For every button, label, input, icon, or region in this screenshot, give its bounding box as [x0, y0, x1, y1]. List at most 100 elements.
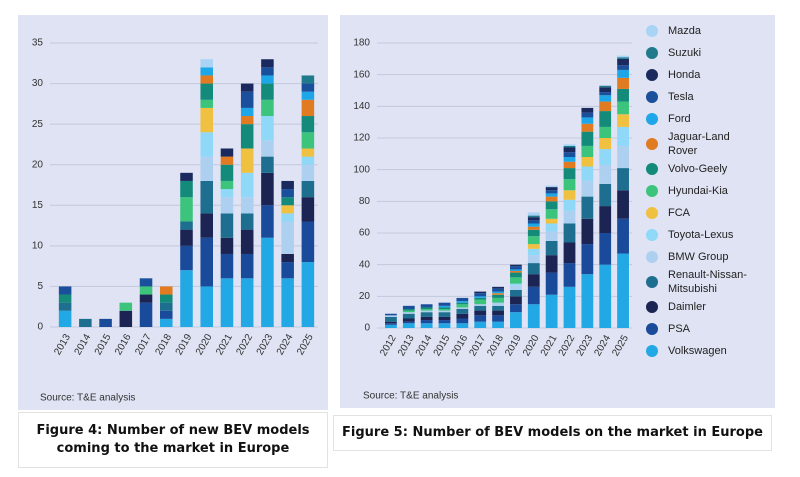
bar-segment	[599, 264, 612, 328]
bar-segment	[492, 305, 504, 311]
y-tick-label: 0	[364, 323, 370, 334]
legend-swatch	[646, 323, 658, 335]
legend-label: Volkswagen	[668, 345, 727, 357]
legend-label: Volvo-Geely	[668, 163, 728, 175]
bar-segment	[240, 253, 254, 279]
bar-segment	[240, 197, 254, 214]
bar-segment	[545, 294, 558, 328]
legend-swatch	[646, 163, 658, 175]
legend-label: Jaguar-Land Rover	[668, 131, 730, 157]
bar-segment	[474, 305, 487, 311]
bar-segment	[200, 156, 214, 181]
bar-segment	[261, 67, 274, 76]
bar-segment	[200, 237, 214, 287]
legend-label: Daimler	[668, 301, 706, 313]
bar-segment	[200, 83, 214, 100]
bar-segment	[301, 156, 315, 165]
panel	[18, 15, 328, 410]
bar-segment	[617, 114, 629, 127]
legend-label: Mazda	[668, 25, 702, 37]
y-tick-label: 5	[37, 281, 43, 292]
bar-segment	[180, 245, 193, 271]
bar-segment	[474, 299, 487, 305]
legend-swatch	[646, 276, 658, 288]
bar-segment	[617, 77, 629, 89]
bar-segment	[159, 318, 173, 327]
legend-swatch	[646, 113, 658, 125]
bar-segment	[301, 83, 315, 92]
caption: Figure 4: Number of new BEV models comin…	[18, 412, 328, 468]
bar-segment	[402, 305, 415, 309]
bar-segment	[545, 209, 558, 219]
bar-segment	[438, 302, 451, 306]
bar-segment	[456, 309, 469, 314]
bar-segment	[438, 307, 451, 309]
bar-segment	[563, 263, 576, 287]
bar-segment	[456, 302, 469, 305]
bar-segment	[510, 266, 522, 270]
legend-swatch	[646, 185, 658, 197]
bar-segment	[200, 99, 214, 108]
bar-segment	[240, 278, 254, 327]
bar-segment	[281, 197, 294, 206]
bar-segment	[281, 278, 294, 327]
legend-swatch	[646, 138, 658, 150]
bar-segment	[563, 147, 576, 153]
bar-segment	[510, 285, 522, 290]
bar-segment	[420, 323, 433, 328]
bar-segment	[281, 189, 294, 198]
bar-segment	[527, 215, 540, 218]
bar-segment	[402, 313, 415, 319]
legend-swatch	[646, 69, 658, 81]
bar-segment	[563, 179, 576, 191]
bar-segment	[139, 302, 153, 327]
caption: Figure 5: Number of BEV models on the ma…	[333, 415, 772, 451]
bar-segment	[301, 164, 315, 181]
bar-segment	[510, 264, 522, 267]
bar-segment	[402, 318, 415, 322]
bar-segment	[510, 290, 522, 297]
legend-item: Jaguar-Land Rover	[646, 130, 771, 158]
bar-segment	[510, 271, 522, 273]
bar-segment	[563, 144, 576, 146]
legend-item: Mazda	[646, 20, 771, 42]
legend-label: Toyota-Lexus	[668, 229, 734, 241]
bar-segment	[220, 278, 234, 327]
bar-segment	[510, 277, 522, 284]
legend-label: Tesla	[668, 91, 694, 103]
bar-segment	[527, 274, 540, 287]
bar-segment	[563, 199, 576, 211]
bar-segment	[474, 297, 487, 300]
bar-segment	[599, 87, 612, 93]
bar-segment	[599, 233, 612, 265]
bar-segment	[492, 286, 504, 289]
bar-segment	[438, 310, 451, 313]
bar-segment	[527, 229, 540, 237]
bar-segment	[617, 69, 629, 78]
bar-segment	[301, 180, 315, 198]
bar-segment	[492, 302, 504, 306]
bar-segment	[385, 324, 397, 328]
bar-segment	[200, 213, 214, 238]
bar-segment	[180, 197, 193, 222]
bar-segment	[220, 189, 234, 198]
bar-segment	[563, 161, 576, 169]
bar-segment	[438, 323, 451, 328]
bar-segment	[599, 126, 612, 138]
bar-segment	[474, 293, 487, 297]
bar-segment	[385, 323, 397, 325]
y-tick-label: 20	[32, 159, 44, 170]
bar-segment	[240, 91, 254, 108]
bar-segment	[420, 307, 433, 309]
bar-segment	[492, 293, 504, 295]
bar-segment	[456, 301, 469, 303]
bar-segment	[159, 286, 173, 295]
bar-segment	[545, 201, 558, 210]
bar-segment	[474, 296, 487, 298]
bar-segment	[581, 117, 594, 124]
bar-segment	[261, 237, 274, 327]
source: Source: T&E analysis	[40, 393, 135, 404]
legend-item: BMW Group	[646, 246, 771, 268]
bar-segment	[617, 58, 629, 66]
bar-segment	[261, 99, 274, 117]
